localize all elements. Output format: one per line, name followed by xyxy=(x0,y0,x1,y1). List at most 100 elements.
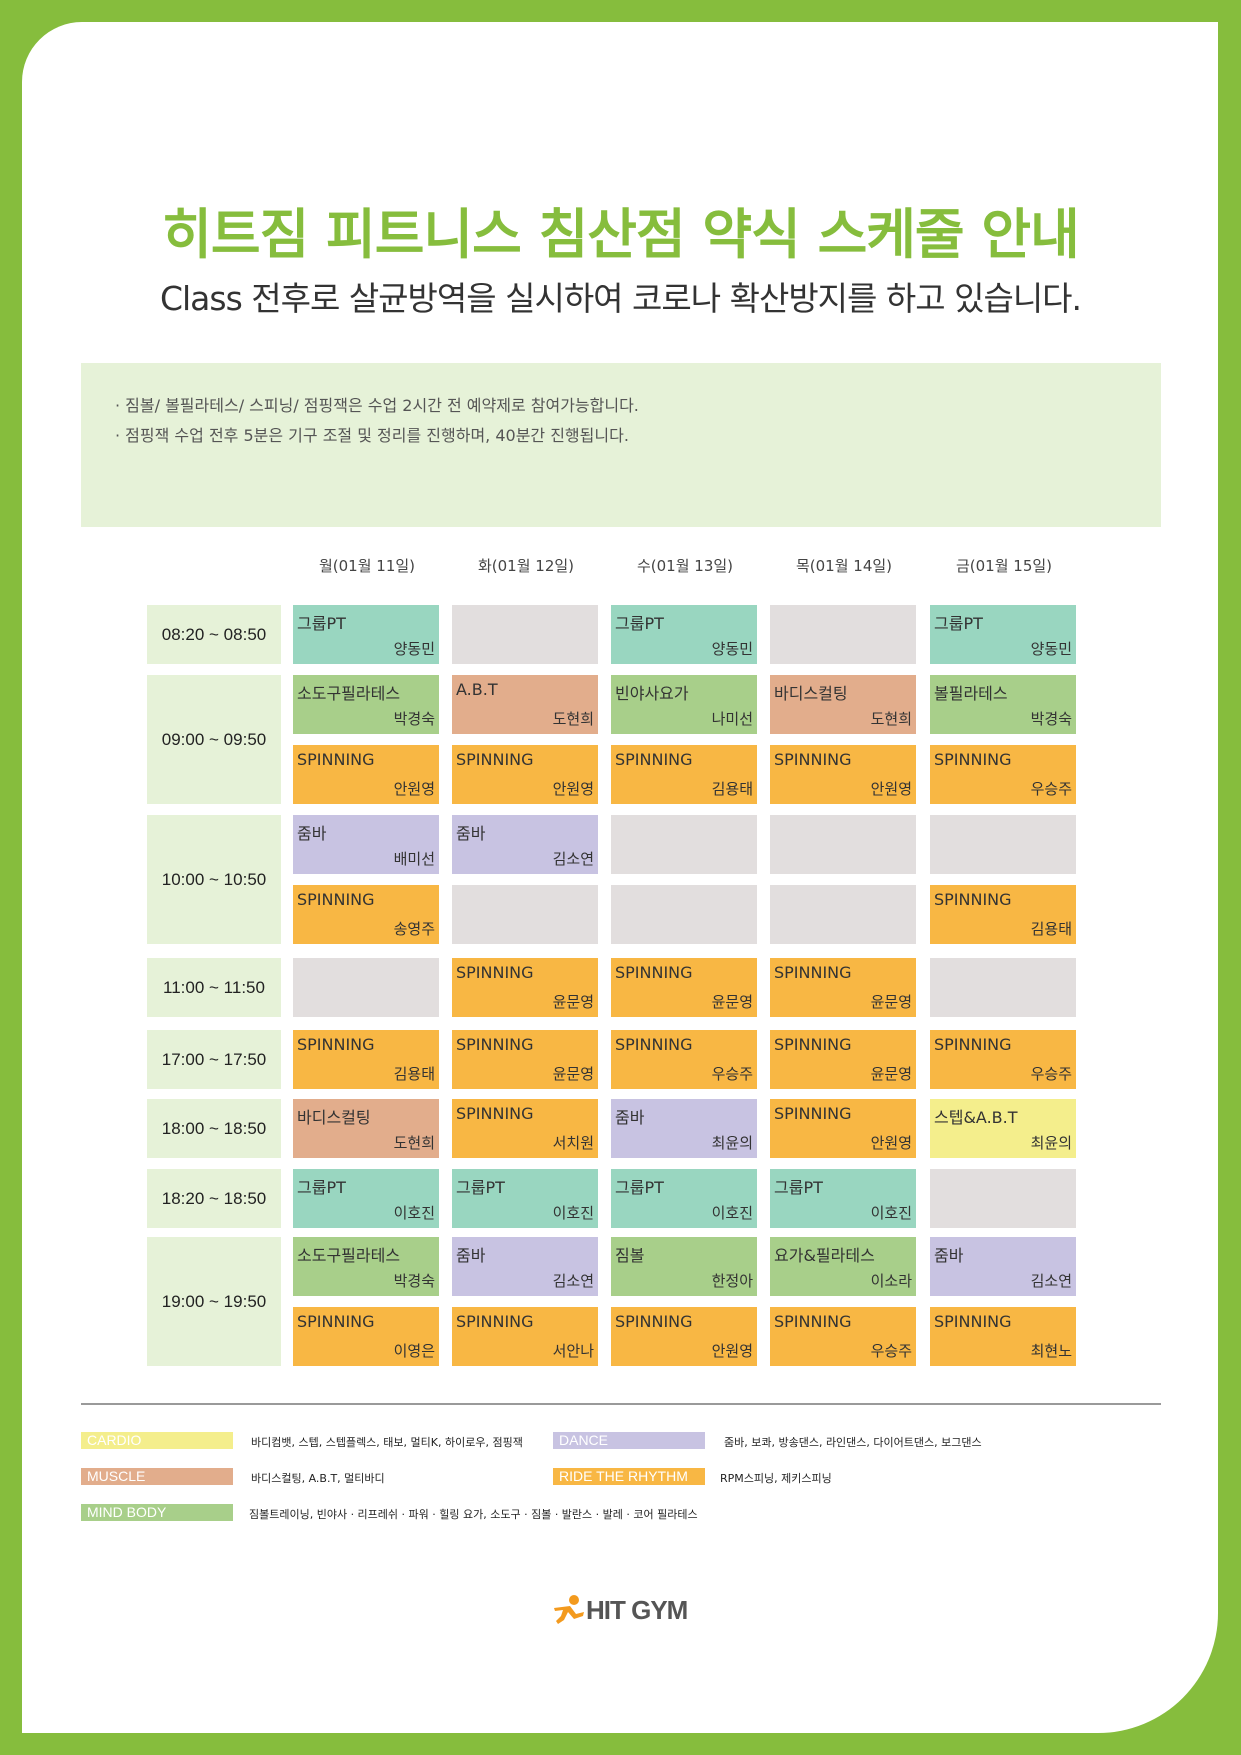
instructor-name: 한정아 xyxy=(711,1272,753,1290)
instructor-name: 윤문영 xyxy=(870,993,912,1011)
instructor-name: 윤문영 xyxy=(870,1065,912,1083)
class-name: 줌바 xyxy=(297,824,327,843)
legend-description: 바디컴뱃, 스텝, 스텝플렉스, 태보, 멀티K, 하이로우, 점핑잭 xyxy=(251,1436,523,1449)
class-name: 스텝&A.B.T xyxy=(934,1108,1018,1127)
class-name: SPINNING xyxy=(774,1035,852,1054)
instructor-name: 나미선 xyxy=(711,710,753,728)
legend-tag: MIND BODY xyxy=(81,1504,233,1521)
class-slot: SPINNING 김용태 xyxy=(611,745,757,804)
class-slot: SPINNING 윤문영 xyxy=(611,958,757,1017)
class-slot: 그룹PT 이호진 xyxy=(293,1169,439,1228)
instructor-name: 서치원 xyxy=(552,1134,594,1152)
instructor-name: 윤문영 xyxy=(552,993,594,1011)
class-slot: 그룹PT 양동민 xyxy=(293,605,439,664)
class-name: 줌바 xyxy=(615,1108,645,1127)
class-name: SPINNING xyxy=(297,750,375,769)
instructor-name: 도현희 xyxy=(393,1134,435,1152)
instructor-name: 윤문영 xyxy=(552,1065,594,1083)
instructor-name: 양동민 xyxy=(393,640,435,658)
hitgym-logo: HIT GYM xyxy=(550,1590,688,1630)
class-slot: SPINNING 안원영 xyxy=(452,745,598,804)
class-name: SPINNING xyxy=(774,1312,852,1331)
class-name: SPINNING xyxy=(774,1104,852,1123)
class-name: 볼필라테스 xyxy=(934,684,1008,703)
instructor-name: 이소라 xyxy=(870,1272,912,1290)
class-slot: SPINNING 송영주 xyxy=(293,885,439,944)
notice-box: · 짐볼/ 볼필라테스/ 스피닝/ 점핑잭은 수업 2시간 전 예약제로 참여가… xyxy=(81,363,1161,527)
instructor-name: 이호진 xyxy=(711,1204,753,1222)
instructor-name: 박경숙 xyxy=(1030,710,1072,728)
class-name: SPINNING xyxy=(615,1312,693,1331)
class-name: 줌바 xyxy=(456,824,486,843)
instructor-name: 최윤의 xyxy=(1030,1134,1072,1152)
class-name: 그룹PT xyxy=(456,1178,505,1197)
class-slot: SPINNING 서안나 xyxy=(452,1307,598,1366)
instructor-name: 안원영 xyxy=(711,1342,753,1360)
legend-description: RPM스피닝, 제키스피닝 xyxy=(720,1472,832,1485)
class-slot: SPINNING 윤문영 xyxy=(770,1030,916,1089)
empty-slot xyxy=(770,815,916,874)
instructor-name: 최현노 xyxy=(1030,1342,1072,1360)
class-name: 소도구필라테스 xyxy=(297,684,401,703)
time-slot-label: 18:00 ~ 18:50 xyxy=(147,1099,281,1158)
day-header: 금(01월 15일) xyxy=(955,557,1053,575)
time-slot-label: 11:00 ~ 11:50 xyxy=(147,958,281,1017)
instructor-name: 이호진 xyxy=(552,1204,594,1222)
instructor-name: 김용태 xyxy=(711,780,753,798)
class-name: 바디스컬팅 xyxy=(297,1108,371,1127)
day-header: 목(01월 14일) xyxy=(795,557,893,575)
legend-tag: MUSCLE xyxy=(81,1468,233,1485)
class-slot: SPINNING 안원영 xyxy=(293,745,439,804)
instructor-name: 양동민 xyxy=(711,640,753,658)
class-name: 짐볼 xyxy=(615,1246,645,1265)
class-slot: 그룹PT 이호진 xyxy=(452,1169,598,1228)
class-slot: 소도구필라테스 박경숙 xyxy=(293,1237,439,1296)
class-name: SPINNING xyxy=(934,890,1012,909)
class-slot: 소도구필라테스 박경숙 xyxy=(293,675,439,734)
empty-slot xyxy=(930,1169,1076,1228)
empty-slot xyxy=(930,815,1076,874)
logo-text: HIT GYM xyxy=(586,1594,688,1625)
class-slot: SPINNING 서치원 xyxy=(452,1099,598,1158)
class-name: SPINNING xyxy=(456,1312,534,1331)
class-name: SPINNING xyxy=(615,963,693,982)
empty-slot xyxy=(770,605,916,664)
instructor-name: 우승주 xyxy=(711,1065,753,1083)
class-name: A.B.T xyxy=(456,680,498,699)
class-name: 그룹PT xyxy=(615,614,664,633)
class-name: 줌바 xyxy=(934,1246,964,1265)
class-name: 그룹PT xyxy=(615,1178,664,1197)
runner-icon xyxy=(554,1595,584,1624)
class-name: 그룹PT xyxy=(934,614,983,633)
instructor-name: 안원영 xyxy=(552,780,594,798)
notice-line: · 점핑잭 수업 전후 5분은 기구 조절 및 정리를 진행하며, 40분간 진… xyxy=(115,426,629,445)
class-slot: SPINNING 김용태 xyxy=(293,1030,439,1089)
class-name: SPINNING xyxy=(615,1035,693,1054)
class-name: SPINNING xyxy=(934,1035,1012,1054)
legend-tag: CARDIO xyxy=(81,1432,233,1449)
class-name: SPINNING xyxy=(615,750,693,769)
instructor-name: 배미선 xyxy=(393,850,435,868)
class-name: SPINNING xyxy=(774,750,852,769)
instructor-name: 이영은 xyxy=(393,1342,435,1360)
instructor-name: 김용태 xyxy=(393,1065,435,1083)
class-slot: SPINNING 우승주 xyxy=(770,1307,916,1366)
legend-tag: RIDE THE RHYTHM xyxy=(553,1468,705,1485)
time-slot-label: 18:20 ~ 18:50 xyxy=(147,1169,281,1228)
instructor-name: 안원영 xyxy=(870,1134,912,1152)
class-name: 바디스컬팅 xyxy=(774,684,848,703)
instructor-name: 서안나 xyxy=(552,1342,594,1360)
class-slot: 그룹PT 양동민 xyxy=(930,605,1076,664)
class-slot: SPINNING 우승주 xyxy=(611,1030,757,1089)
empty-slot xyxy=(452,885,598,944)
class-name: 빈야사요가 xyxy=(615,684,689,703)
class-name: SPINNING xyxy=(934,750,1012,769)
instructor-name: 김소연 xyxy=(552,850,594,868)
empty-slot xyxy=(930,958,1076,1017)
instructor-name: 안원영 xyxy=(870,780,912,798)
class-name: 요가&필라테스 xyxy=(774,1246,875,1265)
